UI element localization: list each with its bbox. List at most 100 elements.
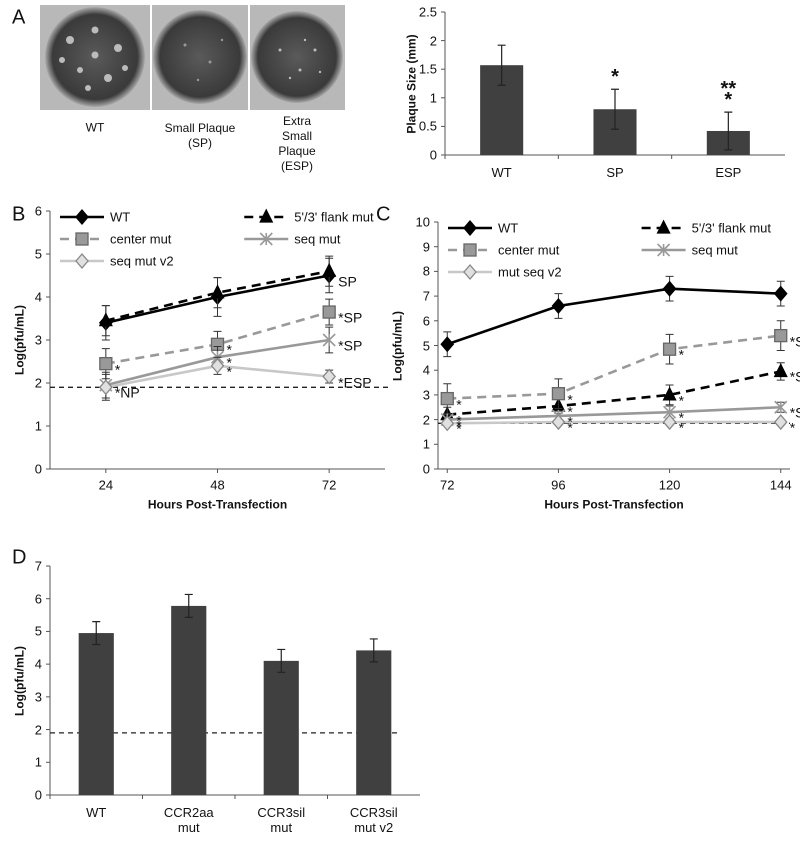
x-tick-label: 72 [321,477,337,493]
y-tick-label: 6 [422,313,430,329]
y-tick-label: 2 [422,412,430,428]
photo-caption: Extra Small Plaque (ESP) [278,114,316,173]
point-label: *ESP [338,374,372,391]
bar [356,650,392,795]
marker [322,305,336,319]
point-label: *SP [338,337,363,354]
x-tick-label: CCR3sil mut v2 [349,805,398,835]
y-tick-label: 1 [34,754,42,770]
y-axis-title: Log(pfu/mL) [12,645,27,716]
error-bar [277,648,286,673]
x-tick-label: 96 [551,477,566,493]
photo-caption: Small Plaque (SP) [164,121,236,150]
bar [78,633,114,795]
point-label: * [678,346,685,363]
point-label: * [226,341,232,358]
marker [551,387,566,401]
error-bar [369,638,378,663]
y-tick-label: 3 [34,332,42,348]
point-label: * [456,396,462,413]
point-label: *SP [789,333,800,350]
photo-caption: WT [85,120,105,135]
y-tick-label: 5 [422,338,430,353]
y-tick-label: 10 [415,214,430,230]
point-label: * [226,354,232,371]
x-tick-label: 72 [440,477,455,493]
legend-marker [259,208,274,223]
dish [251,11,343,103]
panel-label: D [12,546,27,569]
point-label: * [456,417,462,434]
marker [774,328,788,343]
point-label: * [789,419,796,436]
point-label: * [456,412,462,429]
y-tick-label: 7 [34,558,42,574]
y-tick-label: 0 [34,461,42,477]
marker [662,414,677,431]
error-bar [184,593,193,618]
y-tick-label: 2 [34,722,42,738]
annotation: * [611,66,619,89]
series-line [446,287,781,346]
point-label: SP [338,273,357,289]
y-tick-label: 0 [422,461,430,477]
legend-marker [259,232,273,246]
dish [153,10,247,104]
legend-label: seq mut v2 [110,253,174,269]
plaque-photos [40,5,345,110]
y-tick-label: 8 [422,263,430,279]
x-tick-label: 24 [98,477,114,493]
point-label: * [678,409,685,426]
y-tick-label: 6 [34,591,42,607]
y-tick-label: 5 [34,623,42,639]
marker [322,262,337,277]
marker [98,379,113,396]
marker [99,356,113,371]
marker [440,391,454,406]
y-tick-label: 9 [422,239,430,255]
y-tick-label: 4 [422,362,430,378]
legend-marker [463,220,477,236]
x-tick-label: CCR2aa mut [163,805,214,835]
legend-label: center mut [110,231,172,247]
marker [773,362,788,378]
y-tick-label: 1 [422,436,430,452]
x-tick-label: WT [491,165,512,180]
bar [263,660,299,795]
plaques [278,38,322,80]
x-tick-label: CCR3sil mut [257,805,306,835]
marker [322,333,336,347]
y-axis-title: Log(pfu/mL) [12,305,27,375]
marker [98,312,113,327]
y-tick-label: 0 [34,787,42,803]
marker [440,336,455,353]
y-tick-label: 2.5 [418,4,437,20]
marker [210,357,225,374]
plaques [59,26,128,91]
x-tick-label: SP [606,165,624,180]
y-tick-label: 1 [34,418,42,434]
marker [210,284,225,299]
y-tick-label: 0 [429,147,437,163]
point-label: * [114,361,121,378]
legend-marker [75,232,89,246]
legend-marker [657,243,671,257]
legend-label: mut seq v2 [498,264,562,280]
y-tick-label: 7 [422,288,430,304]
marker [774,400,788,414]
error-bar [611,88,619,130]
legend-label: seq mut [691,242,738,258]
y-tick-label: 3 [34,689,42,705]
y-tick-label: 0.5 [418,118,437,134]
y-tick-label: 2 [34,375,42,391]
series-line [447,420,781,425]
series-line [447,370,782,416]
y-tick-label: 4 [34,289,42,305]
legend-marker [75,209,89,225]
point-label: * [567,419,573,436]
x-axis-title: Hours Post-Transfection [544,497,684,512]
panel-label: C [376,203,391,226]
legend-label: 5'/3' flank mut [294,209,374,225]
